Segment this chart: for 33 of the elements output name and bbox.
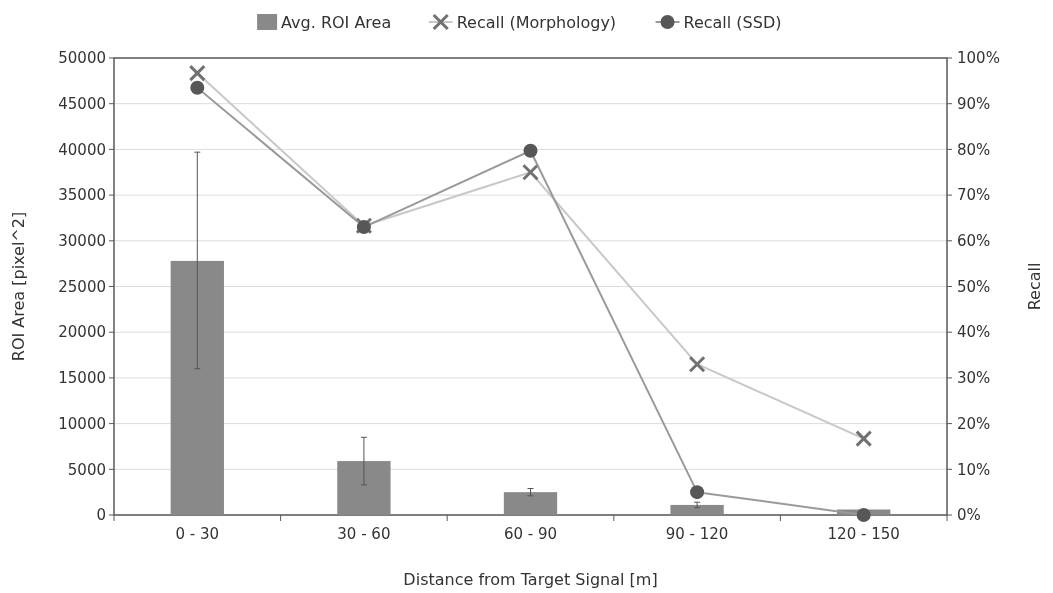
y-tick-label: 5000 <box>67 460 106 479</box>
y-tick-label: 50000 <box>58 49 106 68</box>
y-tick-label: 10000 <box>58 414 106 433</box>
y2-tick-label: 10% <box>957 460 991 479</box>
y2-tick-label: 60% <box>957 232 991 251</box>
y2-axis-title: Recall <box>1025 262 1044 311</box>
y-tick-label: 25000 <box>58 277 106 296</box>
y-axis-title: ROI Area [pixel^2] <box>9 211 28 362</box>
y2-tick-label: 90% <box>957 94 991 113</box>
y2-tick-label: 70% <box>957 186 991 205</box>
legend-label: Recall (Morphology) <box>456 12 617 32</box>
y2-tick-label: 40% <box>957 323 991 342</box>
x-axis-title: Distance from Target Signal [m] <box>403 570 658 589</box>
legend-label: Recall (SSD) <box>683 12 782 32</box>
x-tick-label: 90 - 120 <box>665 525 729 543</box>
y2-tick-label: 80% <box>957 140 991 159</box>
x-tick-label: 60 - 90 <box>503 525 558 543</box>
y-tick-label: 45000 <box>58 94 106 113</box>
y2-tick-label: 0% <box>957 506 981 525</box>
x-tick-label: 30 - 60 <box>337 525 391 543</box>
y2-tick-label: 50% <box>957 277 991 296</box>
x-tick-label: 120 - 150 <box>827 525 900 543</box>
legend-label: Avg. ROI Area <box>281 12 392 32</box>
x-tick-label: 0 - 30 <box>175 525 220 543</box>
y2-tick-label: 100% <box>957 49 1000 68</box>
y-tick-label: 15000 <box>58 369 106 388</box>
y2-tick-label: 20% <box>957 414 991 433</box>
y-tick-label: 30000 <box>58 232 106 251</box>
y2-tick-label: 30% <box>957 369 991 388</box>
y-tick-label: 20000 <box>58 323 106 342</box>
y-tick-label: 35000 <box>58 186 106 205</box>
y-tick-label: 0 <box>96 506 106 525</box>
y-tick-label: 40000 <box>58 140 106 159</box>
